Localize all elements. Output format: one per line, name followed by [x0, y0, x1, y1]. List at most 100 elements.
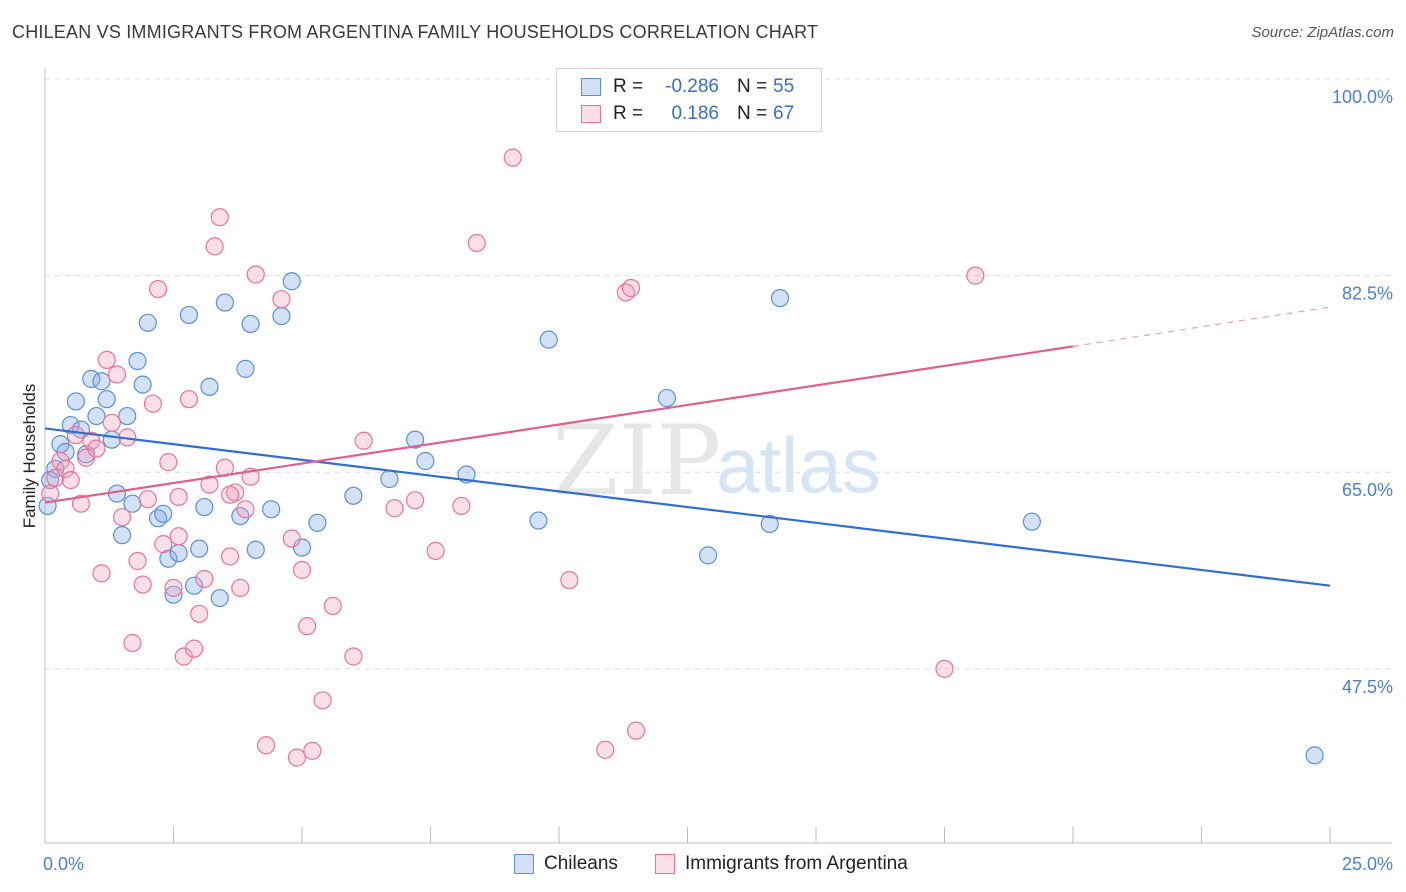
y-tick-label: 82.5% [1342, 284, 1393, 304]
grid-lines [45, 78, 1392, 670]
argentina-point [354, 431, 373, 450]
chilean-point [416, 451, 435, 471]
argentina-trend-line [44, 345, 1074, 504]
y-tick-label: 65.0% [1342, 480, 1393, 500]
chilean-point [133, 375, 152, 394]
chilean-point [179, 305, 199, 325]
legend-row-chileans: R = -0.286 N = 55 [581, 75, 794, 99]
r-value: -0.286 [665, 76, 719, 97]
argentina-point [143, 394, 163, 413]
argentina-point [385, 499, 404, 518]
chilean-point [61, 415, 80, 435]
argentina-point [56, 459, 75, 478]
chilean-point [698, 546, 718, 565]
legend-swatch-chileans [581, 78, 601, 96]
argentina-point [148, 280, 168, 299]
argentina-point [205, 237, 224, 256]
watermark: ZIP atlas [552, 405, 881, 517]
n-label: N = [737, 103, 768, 124]
n-value: 67 [773, 103, 795, 124]
chileans-trend-line [44, 427, 1331, 587]
argentina-point [138, 490, 157, 509]
legend-label-chileans: Chileans [544, 853, 618, 874]
argentina-point [112, 508, 132, 527]
chilean-point [169, 544, 188, 563]
argentina-point [621, 278, 641, 298]
argentina-point [313, 691, 332, 710]
argentina-point [41, 484, 60, 503]
trend-lines [44, 306, 1331, 587]
chilean-point [262, 500, 281, 519]
series-chileans [38, 272, 1324, 765]
argentina-point [169, 527, 188, 546]
chilean-point [1305, 746, 1324, 765]
argentina-point [102, 413, 121, 432]
argentina-point [236, 500, 255, 519]
argentina-point [282, 529, 301, 548]
n-label: N = [737, 76, 768, 97]
chilean-point [66, 392, 85, 411]
argentina-point [169, 487, 188, 507]
argentina-point [71, 494, 91, 513]
x-tick-labels: 0.0% 25.0% [43, 854, 1393, 874]
chilean-point [657, 388, 677, 408]
argentina-point [61, 471, 80, 490]
chilean-point [87, 406, 106, 426]
argentina-point [596, 740, 615, 759]
argentina-point [231, 578, 250, 598]
legend-swatch-chileans [514, 854, 534, 874]
argentina-point [97, 350, 116, 369]
argentina-point [560, 570, 579, 590]
n-value: 55 [773, 76, 795, 97]
argentina-point [467, 233, 486, 253]
argentina-point [154, 535, 173, 554]
argentina-point [77, 448, 96, 467]
argentina-point [184, 639, 204, 658]
argentina-point [66, 426, 85, 445]
argentina-point [210, 208, 229, 227]
argentina-point [298, 617, 317, 636]
chilean-point [210, 588, 229, 608]
chilean-point [539, 330, 558, 349]
r-label: R = [613, 76, 644, 97]
legend-item-chileans[interactable]: Chileans [514, 853, 618, 875]
argentina-point [405, 491, 425, 510]
chilean-point [92, 372, 111, 391]
watermark-atlas: atlas [716, 421, 881, 509]
argentina-point [303, 741, 322, 760]
y-tick-label: 47.5% [1342, 677, 1393, 697]
watermark-zip: ZIP [552, 405, 721, 517]
argentina-point [452, 496, 471, 516]
chilean-point [1022, 512, 1041, 531]
argentina-point [92, 564, 111, 583]
argentina-point [87, 439, 106, 458]
argentina-point [128, 551, 147, 571]
argentina-point [292, 560, 312, 580]
chilean-point [112, 526, 132, 545]
chilean-point [405, 430, 425, 449]
chilean-point [195, 497, 214, 517]
chilean-point [282, 272, 301, 291]
chilean-point [760, 514, 779, 534]
chilean-point [292, 538, 312, 557]
chilean-point [190, 539, 209, 558]
argentina-point [503, 148, 522, 167]
argentina-point [190, 604, 209, 623]
argentina-point [107, 365, 127, 384]
chilean-point [529, 511, 548, 530]
chilean-point [215, 293, 234, 312]
legend-swatch-argentina [581, 105, 601, 123]
y-tick-label: 100.0% [1332, 87, 1393, 107]
argentina-point [287, 748, 306, 767]
argentina-point [200, 475, 219, 494]
argentina-point [220, 485, 240, 504]
series-argentina [41, 148, 985, 767]
chilean-point [241, 314, 260, 334]
argentina-point [195, 569, 214, 589]
argentina-point [159, 453, 178, 472]
chart-title: CHILEAN VS IMMIGRANTS FROM ARGENTINA FAM… [12, 22, 819, 42]
legend-item-argentina[interactable]: Immigrants from Argentina [655, 853, 908, 875]
chilean-point [344, 486, 363, 505]
y-axis-label: Family Households [20, 384, 39, 529]
